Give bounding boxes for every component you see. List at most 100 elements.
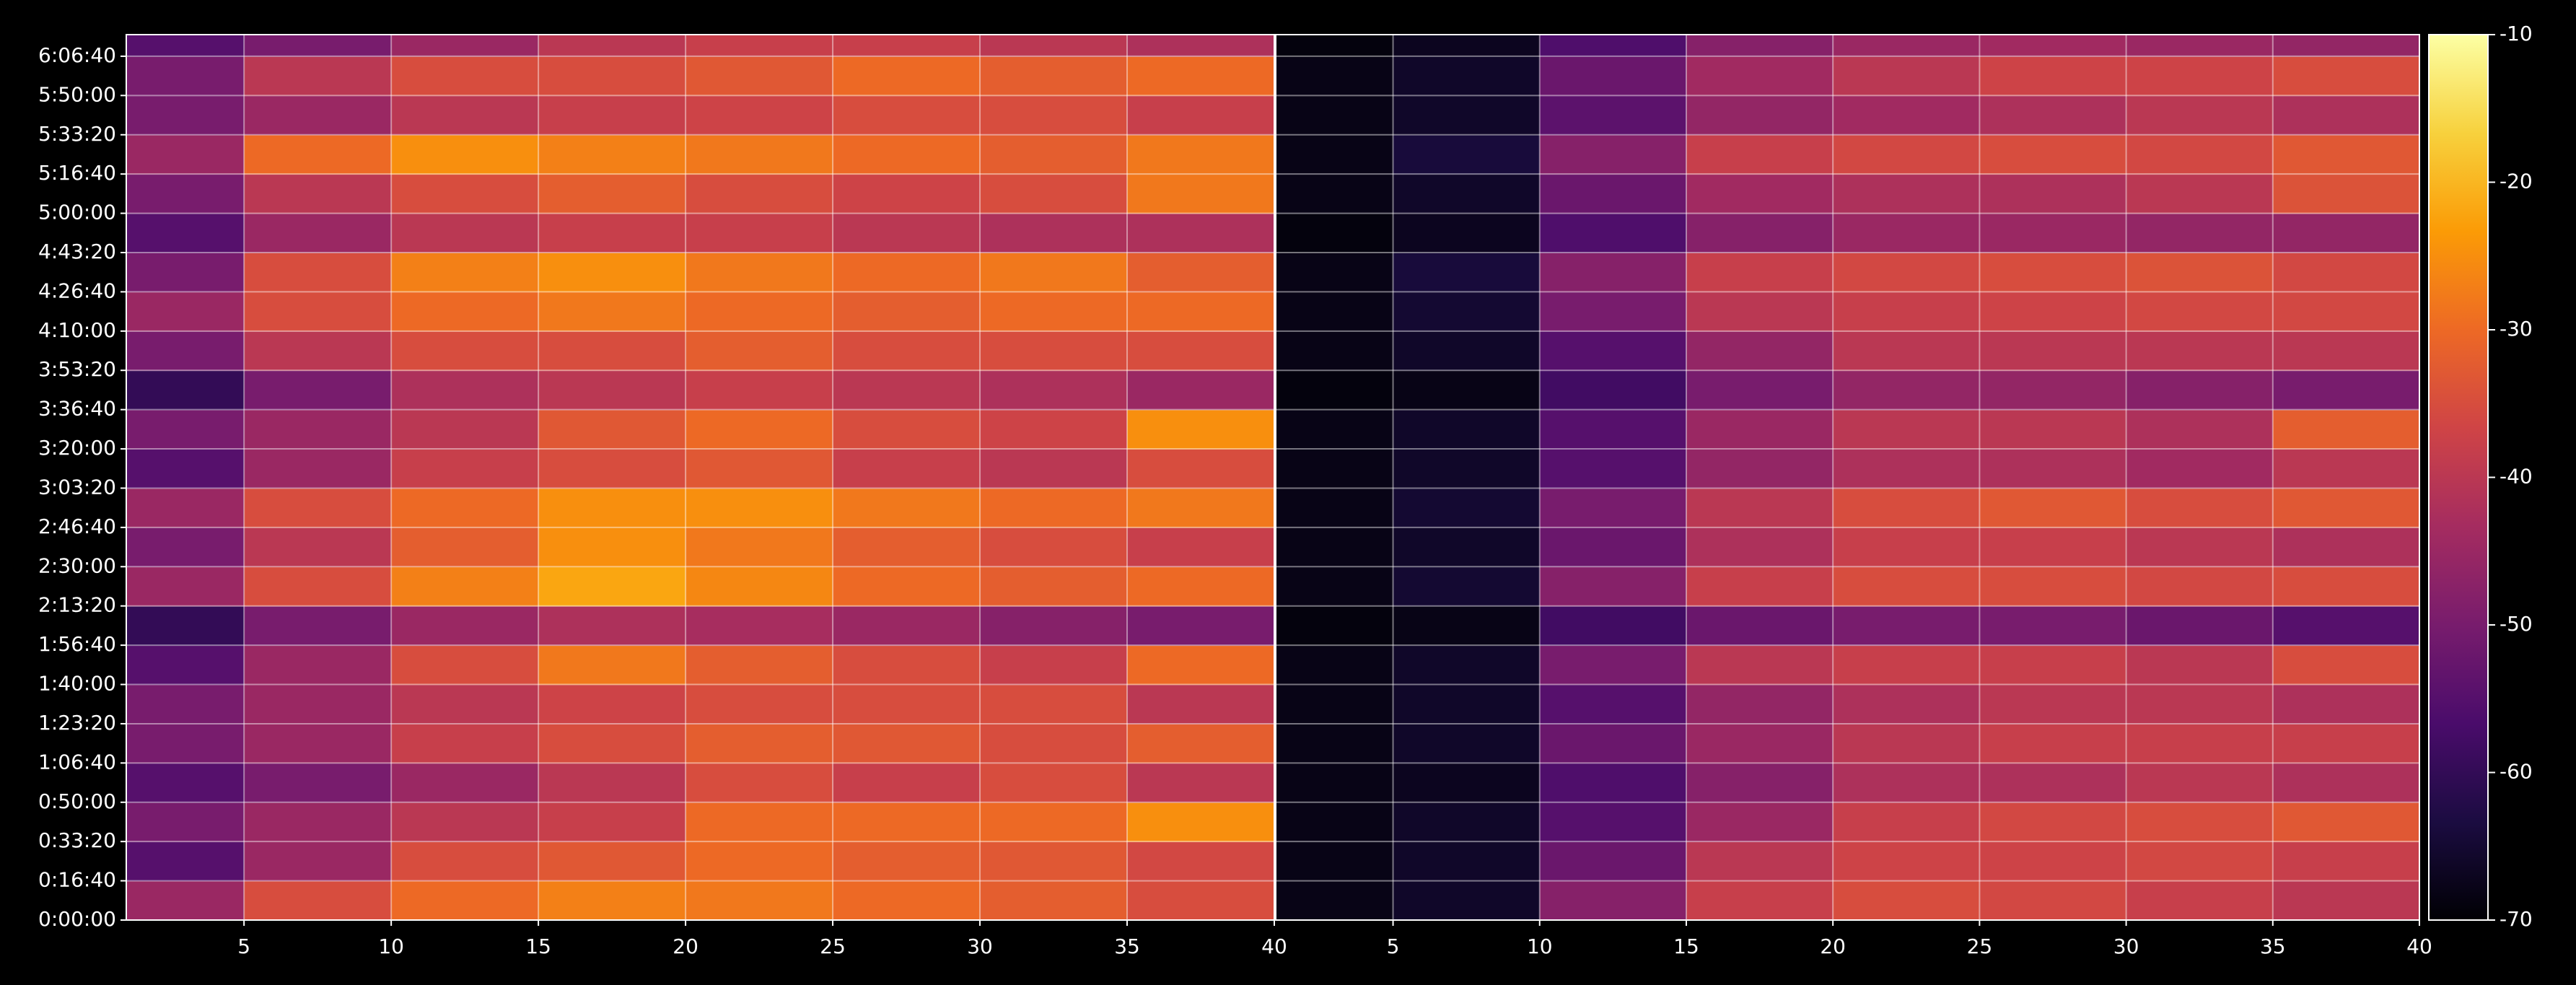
heat-cell (1276, 645, 1394, 686)
heat-cell (685, 370, 833, 411)
heat-cell (685, 605, 833, 646)
heat-cell (391, 605, 539, 646)
heat-cell (980, 449, 1128, 489)
heat-cell (1276, 488, 1394, 528)
heat-cell (2272, 330, 2420, 371)
heat-cell (1539, 449, 1687, 489)
x-tick-label: 10 (1527, 934, 1553, 958)
x-tick-label: 20 (673, 934, 698, 958)
heat-cell (2126, 841, 2274, 882)
heat-cell (833, 330, 981, 371)
heat-cell (126, 684, 245, 724)
x-tick-label: 25 (820, 934, 846, 958)
heat-cell (1686, 292, 1834, 332)
heat-cell (2272, 566, 2420, 607)
heat-cell (244, 330, 392, 371)
heat-cell (1979, 35, 2127, 57)
heat-cell (126, 134, 245, 175)
heat-cell (1539, 605, 1687, 646)
heat-cell (1979, 292, 2127, 332)
heat-cell (1276, 880, 1394, 921)
heat-cell (1686, 566, 1834, 607)
heat-cell (2126, 370, 2274, 411)
heat-cell (685, 252, 833, 293)
heat-cell (538, 605, 686, 646)
heat-cell (244, 527, 392, 567)
heat-cell (126, 763, 245, 803)
colorbar-tick-label: -60 (2500, 760, 2533, 784)
heat-cell (1276, 802, 1394, 842)
heat-cell (244, 213, 392, 253)
heat-cell (1539, 645, 1687, 686)
heat-cell (1979, 841, 2127, 882)
heat-cell (980, 292, 1128, 332)
heat-cell (1979, 684, 2127, 724)
heat-cell (1833, 723, 1980, 763)
heat-cell (980, 605, 1128, 646)
heat-cell (244, 449, 392, 489)
heat-cell (1979, 252, 2127, 293)
heat-cell (980, 252, 1128, 293)
heat-cell (1276, 409, 1394, 450)
y-tick-label: 5:00:00 (38, 201, 116, 224)
heat-cell (1979, 330, 2127, 371)
heat-cell (1686, 370, 1834, 411)
heat-cell (1276, 35, 1394, 57)
heat-cell (1979, 409, 2127, 450)
heat-cell (1833, 684, 1980, 724)
heat-cell (1393, 292, 1541, 332)
heat-cell (538, 35, 686, 57)
heat-cell (2126, 56, 2274, 96)
heat-cell (980, 56, 1128, 96)
heat-cell (126, 880, 245, 921)
heat-cell (1833, 56, 1980, 96)
heat-cell (391, 35, 539, 57)
heat-cell (1686, 488, 1834, 528)
heat-cell (244, 488, 392, 528)
x-tick-label: 15 (525, 934, 551, 958)
heat-cell (1276, 449, 1394, 489)
heat-cell (2272, 880, 2420, 921)
heat-cell (538, 213, 686, 253)
heat-cell (1127, 213, 1275, 253)
y-tick-label: 1:23:20 (38, 711, 116, 735)
heat-cell (1276, 723, 1394, 763)
heat-cell (1393, 56, 1541, 96)
heat-cell (685, 330, 833, 371)
heat-cell (685, 449, 833, 489)
heat-cell (980, 370, 1128, 411)
heat-cell (1539, 35, 1687, 57)
heat-cell (980, 95, 1128, 136)
heat-cell (1127, 488, 1275, 528)
heat-cell (391, 802, 539, 842)
heat-cell (2126, 880, 2274, 921)
heat-cell (2272, 527, 2420, 567)
axes-frame (1275, 34, 2420, 921)
heat-cell (1979, 763, 2127, 803)
heat-cell (1393, 134, 1541, 175)
heat-cell (1127, 527, 1275, 567)
heat-cell (1686, 723, 1834, 763)
heat-cell (1833, 763, 1980, 803)
heat-cell (1539, 880, 1687, 921)
heat-cell (2272, 56, 2420, 96)
heat-cell (538, 645, 686, 686)
heat-cell (1833, 527, 1980, 567)
heat-cell (244, 880, 392, 921)
heat-cell (126, 841, 245, 882)
heat-cell (538, 723, 686, 763)
colorbar-tick-label: -50 (2500, 612, 2533, 636)
heat-cell (1276, 95, 1394, 136)
heat-cell (1393, 841, 1541, 882)
heat-cell (685, 35, 833, 57)
y-tick-label: 2:13:20 (38, 593, 116, 617)
heat-cell (980, 566, 1128, 607)
heat-cell (538, 880, 686, 921)
heat-cell (1127, 802, 1275, 842)
heat-cell (1393, 566, 1541, 607)
heat-cell (1127, 252, 1275, 293)
heat-cell (538, 488, 686, 528)
heat-cell (1833, 95, 1980, 136)
